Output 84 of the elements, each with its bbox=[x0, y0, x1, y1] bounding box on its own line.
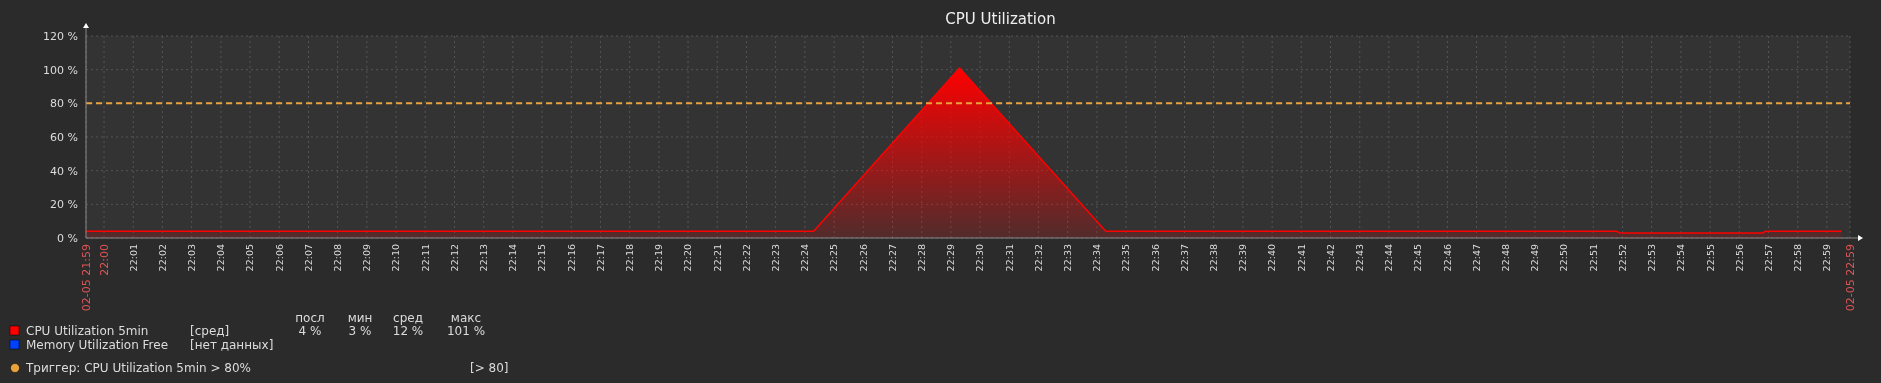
text: макс bbox=[450, 311, 482, 325]
x-tick-label: 22:30 bbox=[974, 244, 986, 272]
x-tick-label: 22:35 bbox=[1120, 244, 1132, 272]
legend-label: Memory Utilization Free bbox=[26, 338, 169, 352]
x-tick-label: 22:39 bbox=[1237, 244, 1249, 272]
x-tick-label: 22:03 bbox=[185, 244, 197, 272]
x-tick-label: 22:17 bbox=[594, 244, 606, 272]
text: мин bbox=[347, 311, 373, 325]
x-tick-label: 22:06 bbox=[273, 244, 285, 272]
x-tick-label: 22:56 bbox=[1733, 244, 1745, 272]
x-tick-label: 22:53 bbox=[1645, 244, 1657, 272]
x-tick-label: 22:21 bbox=[711, 244, 723, 272]
x-tick-label: 22:23 bbox=[769, 244, 781, 272]
x-tick-label: 22:37 bbox=[1178, 244, 1190, 272]
y-tick-label: 100 % bbox=[43, 63, 78, 77]
x-tick-label: 22:25 bbox=[828, 244, 840, 272]
text: 3 % bbox=[348, 324, 372, 338]
x-tick-label: 22:14 bbox=[507, 244, 519, 272]
x-tick-label: 22:50 bbox=[1558, 244, 1570, 272]
x-tick-label: 22:02 bbox=[156, 244, 168, 272]
x-tick-label: 22:10 bbox=[390, 244, 402, 272]
legend-label: CPU Utilization 5min bbox=[26, 324, 149, 338]
x-tick-label: 22:44 bbox=[1383, 244, 1395, 272]
x-tick-label: 22:15 bbox=[536, 244, 548, 272]
x-tick-label: 22:13 bbox=[478, 244, 490, 272]
x-tick-label: 22:20 bbox=[682, 244, 694, 272]
y-tick-label: 20 % bbox=[50, 198, 78, 212]
y-tick-label: 60 % bbox=[50, 130, 78, 144]
x-tick-label: 22:40 bbox=[1266, 244, 1278, 272]
x-tick-label: 22:55 bbox=[1704, 244, 1716, 272]
y-tick-label: 0 % bbox=[57, 231, 78, 245]
x-tick-label: 22:46 bbox=[1441, 244, 1453, 272]
x-tick-label: 22:36 bbox=[1149, 244, 1161, 272]
x-tick-label: 22:54 bbox=[1675, 244, 1687, 272]
x-tick-label: 22:34 bbox=[1091, 244, 1103, 272]
x-tick-label: 02-05 21:59 bbox=[79, 244, 93, 312]
x-tick-label: 22:22 bbox=[740, 244, 752, 272]
x-tick-label: 22:28 bbox=[916, 244, 928, 272]
x-tick-label: 22:31 bbox=[1003, 244, 1015, 272]
x-tick-label: 22:11 bbox=[419, 244, 431, 272]
x-tick-label: 22:26 bbox=[857, 244, 869, 272]
x-tick-label: 22:00 bbox=[97, 244, 111, 276]
x-tick-label: 02-05 22:59 bbox=[1843, 244, 1857, 312]
x-tick-label: 22:47 bbox=[1470, 244, 1482, 272]
x-tick-label: 22:07 bbox=[302, 244, 314, 272]
x-tick-label: 22:05 bbox=[244, 244, 256, 272]
x-tick-label: 22:43 bbox=[1354, 244, 1366, 272]
x-tick-label: 22:18 bbox=[624, 244, 635, 272]
x-tick-label: 22:01 bbox=[127, 244, 139, 272]
x-tick-label: 22:33 bbox=[1062, 244, 1074, 272]
x-tick-label: 22:16 bbox=[565, 244, 577, 272]
y-tick-label: 120 % bbox=[43, 29, 78, 43]
x-tick-label: 22:04 bbox=[215, 244, 227, 272]
y-tick-label: 80 % bbox=[50, 97, 78, 111]
x-tick-label: 22:51 bbox=[1587, 244, 1599, 272]
x-tick-label: 22:48 bbox=[1500, 244, 1512, 272]
text: [> 80] bbox=[470, 361, 509, 375]
x-tick-label: 22:58 bbox=[1792, 244, 1804, 272]
text: 101 % bbox=[446, 324, 486, 338]
legend-label: Триггер: CPU Utilization 5min > 80% bbox=[25, 361, 251, 375]
x-tick-label: 22:24 bbox=[799, 244, 811, 272]
text: 4 % bbox=[298, 324, 322, 338]
text: [сред] bbox=[190, 324, 230, 338]
x-tick-label: 22:45 bbox=[1412, 244, 1424, 272]
x-tick-label: 22:08 bbox=[331, 244, 343, 272]
y-tick-label: 40 % bbox=[50, 164, 78, 178]
x-tick-label: 22:52 bbox=[1616, 244, 1628, 272]
x-tick-label: 22:57 bbox=[1762, 244, 1774, 272]
x-tick-label: 22:49 bbox=[1529, 244, 1541, 272]
x-tick-label: 22:41 bbox=[1295, 244, 1307, 272]
text: [нет данных] bbox=[190, 338, 274, 352]
x-tick-label: 22:59 bbox=[1821, 244, 1833, 272]
text: посл bbox=[295, 311, 325, 325]
x-tick-label: 22:27 bbox=[886, 244, 898, 272]
text: 12 % bbox=[392, 324, 424, 338]
x-tick-label: 22:29 bbox=[945, 244, 957, 272]
x-tick-label: 22:42 bbox=[1324, 244, 1336, 272]
chart-title: CPU Utilization bbox=[945, 10, 1056, 28]
x-tick-label: 22:12 bbox=[448, 244, 460, 272]
x-tick-label: 22:38 bbox=[1207, 244, 1219, 272]
text: сред bbox=[393, 311, 423, 325]
x-tick-label: 22:09 bbox=[361, 244, 373, 272]
x-tick-label: 22:19 bbox=[653, 244, 665, 272]
x-tick-label: 22:32 bbox=[1032, 244, 1044, 272]
